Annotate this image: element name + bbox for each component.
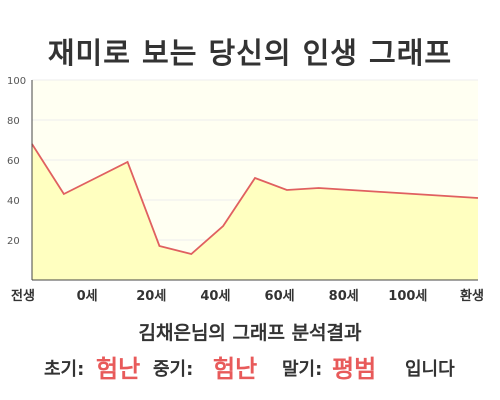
x-tick-label: 0세 [77,289,98,304]
analysis-summary: 초기: 험난 중기: 험난 말기: 평범 입니다 [0,346,500,383]
x-tick-label: 100세 [388,289,427,304]
late-value: 평범 [332,355,377,383]
x-tick-label: 60세 [265,289,295,304]
x-tick-label: 환생 [460,288,484,304]
x-tick-label: 40세 [200,289,230,304]
y-tick-label: 20 [7,236,20,247]
x-tick-label: 80세 [329,289,359,304]
y-tick-label: 60 [7,156,20,167]
y-tick-label: 80 [7,116,20,127]
y-tick-labels: 20 40 60 80 100 [7,76,26,247]
y-tick-label: 40 [7,196,20,207]
x-tick-label: 전생 [11,288,35,304]
middle-value: 험난 [213,355,258,383]
analysis-subtitle: 김채은님의 그래프 분석결과 [138,322,362,344]
area-fill [32,144,478,280]
early-label: 초기: [44,359,85,380]
early-value: 험난 [96,355,141,383]
y-tick-label: 100 [7,76,26,87]
x-tick-label: 20세 [136,289,166,304]
ending-text: 입니다 [405,359,455,380]
chart-title: 재미로 보는 당신의 인생 그래프 [47,36,453,70]
late-label: 말기: [282,359,323,380]
middle-label: 중기: [153,359,194,380]
series-line [31,143,479,255]
x-tick-labels: 전생 0세 20세 40세 60세 80세 100세 환생 [11,288,484,304]
